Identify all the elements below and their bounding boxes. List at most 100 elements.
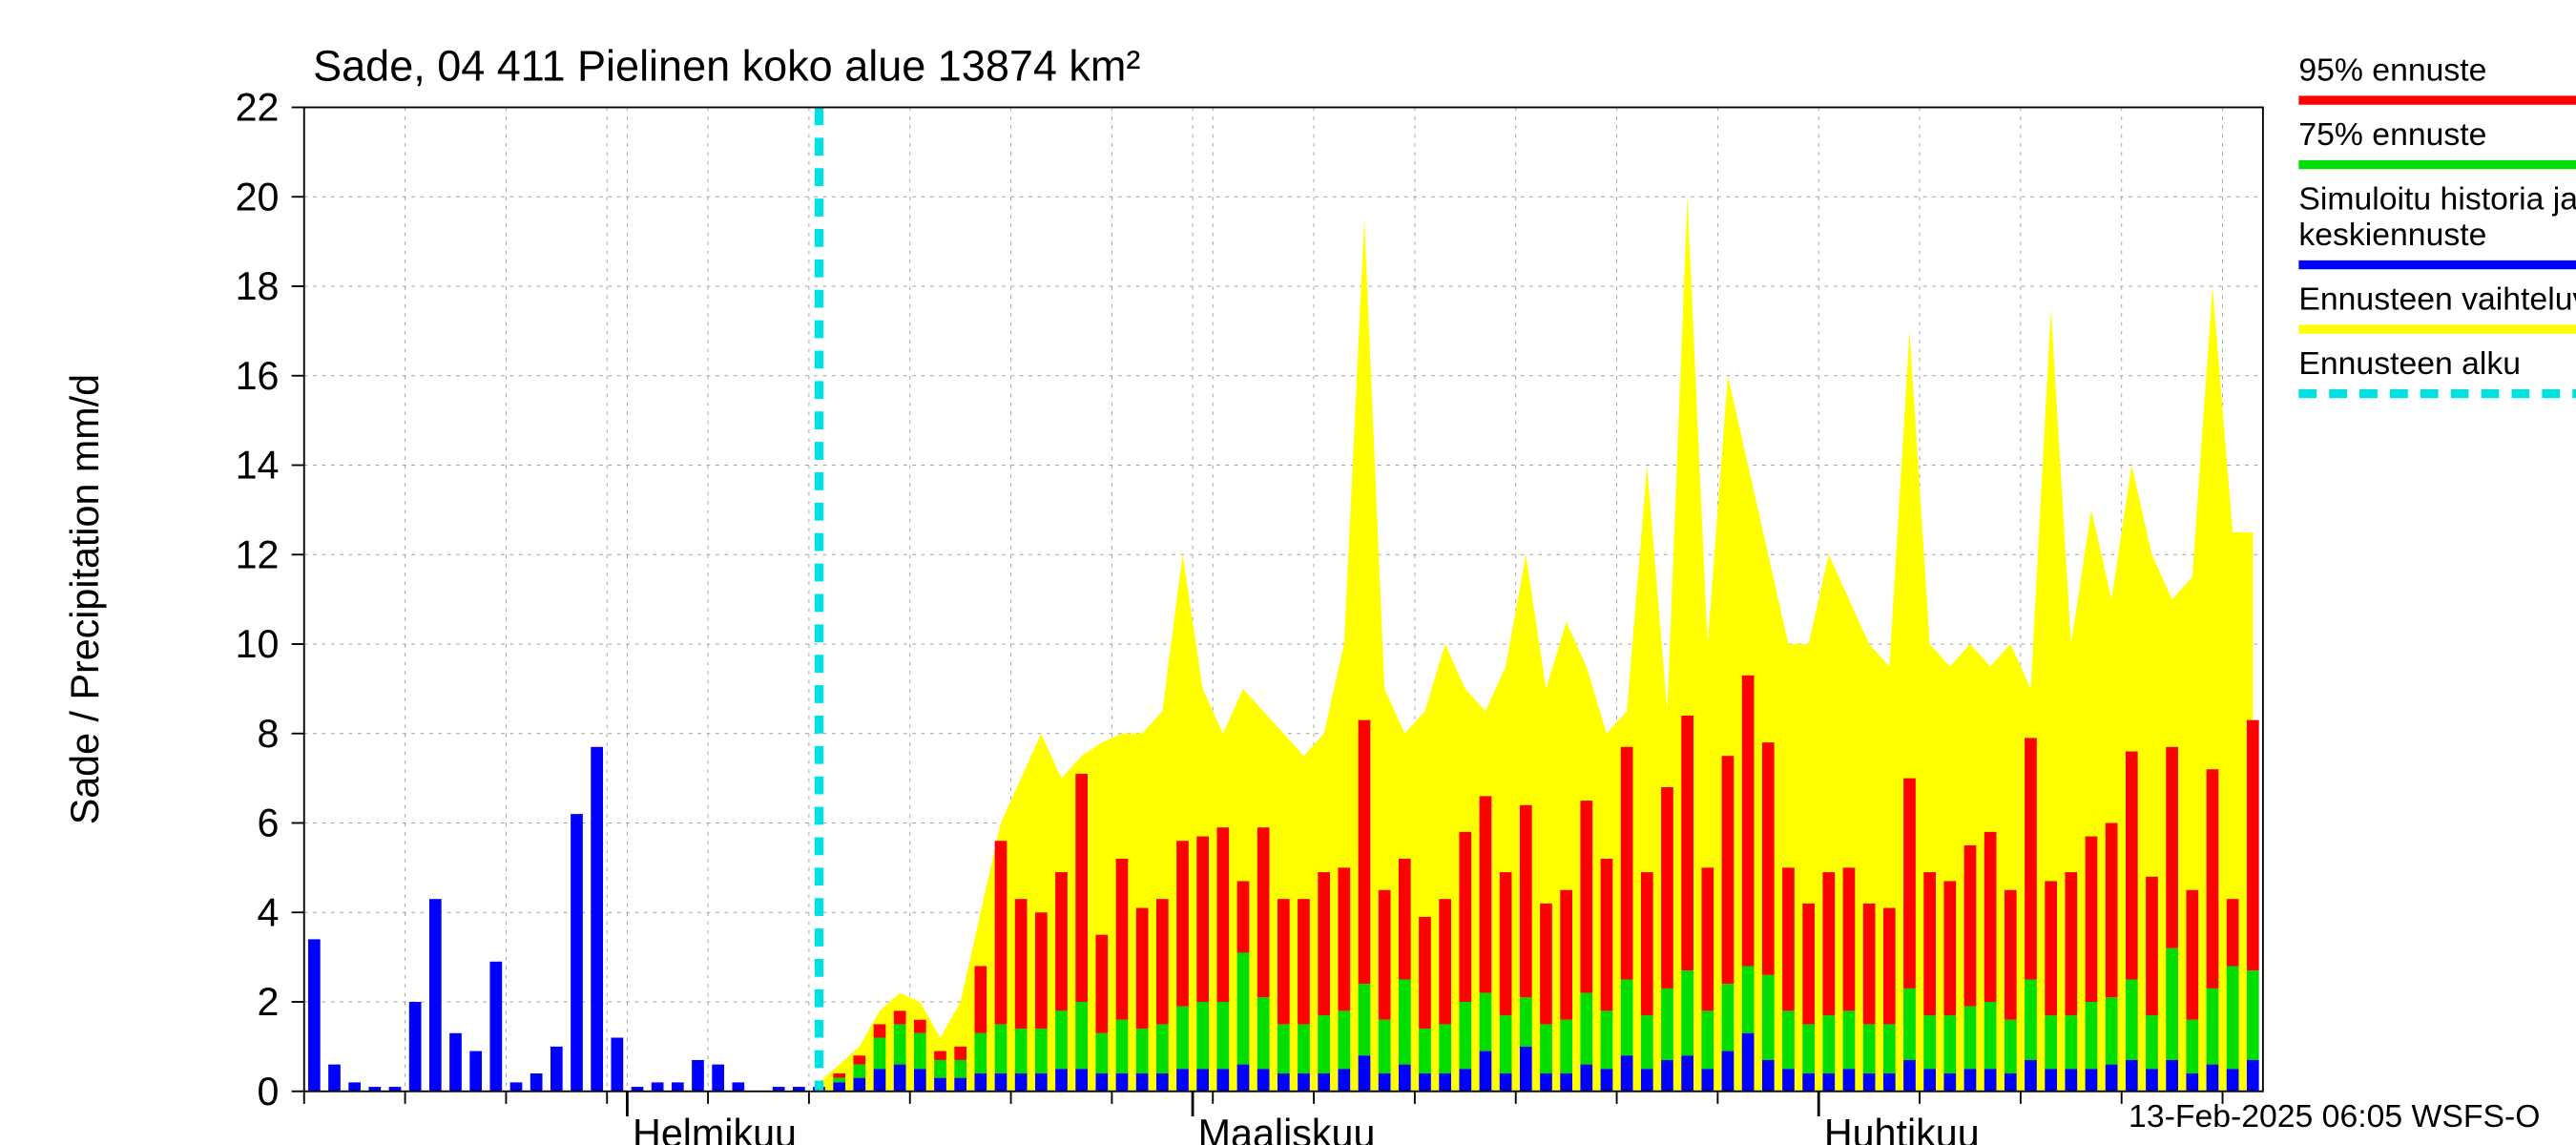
legend-label: Simuloitu historia ja bbox=[2298, 180, 2576, 217]
bar-sim bbox=[894, 1065, 906, 1092]
bar-sim bbox=[833, 1082, 845, 1091]
bar-sim bbox=[2227, 1069, 2239, 1091]
bar-sim bbox=[1843, 1069, 1856, 1091]
bar-p75 bbox=[1802, 1024, 1815, 1073]
x-month-label: Maaliskuu bbox=[1198, 1112, 1376, 1145]
bar-p75 bbox=[1459, 1002, 1471, 1069]
bar-p95 bbox=[1661, 787, 1673, 989]
bar-p75 bbox=[1863, 1024, 1876, 1073]
y-tick-label: 10 bbox=[236, 622, 280, 666]
bar-p95 bbox=[1257, 827, 1270, 997]
bar-sim bbox=[1359, 1055, 1371, 1092]
y-tick-label: 18 bbox=[236, 264, 280, 308]
bar-p95 bbox=[853, 1055, 865, 1064]
bar-p75 bbox=[1318, 1015, 1330, 1073]
bar-sim bbox=[2025, 1060, 2037, 1092]
bar-p95 bbox=[2005, 890, 2017, 1020]
bar-p95 bbox=[1237, 881, 1250, 952]
bar-p75 bbox=[1359, 984, 1371, 1055]
bar-p75 bbox=[1782, 1010, 1795, 1069]
bar-sim bbox=[1560, 1073, 1572, 1092]
bar-p95 bbox=[2025, 738, 2037, 979]
bar-p75 bbox=[2086, 1002, 2098, 1069]
bar-sim bbox=[1136, 1073, 1149, 1092]
bar-p75 bbox=[1722, 984, 1735, 1051]
chart-svg: 0246810121416182022Sade, 04 411 Pielinen… bbox=[0, 0, 2576, 1145]
bar-p75 bbox=[1156, 1024, 1169, 1073]
bar-p95 bbox=[1701, 867, 1714, 1010]
bar-sim bbox=[974, 1073, 987, 1092]
bar-p95 bbox=[934, 1051, 946, 1060]
bar-p75 bbox=[1964, 1007, 1977, 1070]
bar-sim bbox=[530, 1073, 543, 1092]
bar-sim bbox=[1923, 1069, 1936, 1091]
bar-p75 bbox=[1540, 1024, 1552, 1073]
bar-p95 bbox=[1641, 872, 1653, 1015]
bar-p75 bbox=[1216, 1002, 1229, 1069]
bar-p75 bbox=[1075, 1002, 1088, 1069]
bar-p95 bbox=[2106, 823, 2118, 998]
bar-sim bbox=[1116, 1073, 1129, 1092]
bar-p75 bbox=[2166, 948, 2178, 1060]
bar-sim bbox=[328, 1065, 341, 1092]
bar-p95 bbox=[894, 1010, 906, 1024]
bar-p95 bbox=[2065, 872, 2077, 1015]
bar-p95 bbox=[914, 1020, 926, 1033]
bar-p75 bbox=[974, 1033, 987, 1073]
bar-sim bbox=[1621, 1055, 1633, 1092]
bar-p95 bbox=[1762, 742, 1775, 975]
y-axis-label-text: Sade / Precipitation mm/d bbox=[63, 374, 107, 824]
bar-p95 bbox=[1802, 904, 1815, 1025]
bar-p75 bbox=[1500, 1015, 1512, 1073]
bar-p75 bbox=[1822, 1015, 1835, 1073]
bar-p75 bbox=[1480, 993, 1492, 1051]
bar-p95 bbox=[1822, 872, 1835, 1015]
bar-p95 bbox=[1196, 837, 1209, 1002]
bar-sim bbox=[2166, 1060, 2178, 1092]
bar-p75 bbox=[1923, 1015, 1936, 1069]
bar-sim bbox=[1399, 1065, 1411, 1092]
bar-sim bbox=[1580, 1065, 1592, 1092]
bar-sim bbox=[692, 1060, 704, 1092]
bar-sim bbox=[2106, 1065, 2118, 1092]
bar-p75 bbox=[1055, 1010, 1068, 1069]
bar-p95 bbox=[1216, 827, 1229, 1002]
bar-p75 bbox=[1742, 967, 1755, 1033]
bar-p95 bbox=[1560, 890, 1572, 1020]
bar-sim bbox=[1015, 1073, 1028, 1092]
bar-p75 bbox=[1035, 1029, 1048, 1073]
bar-p75 bbox=[1298, 1024, 1310, 1073]
bar-p95 bbox=[1782, 867, 1795, 1010]
bar-sim bbox=[1903, 1060, 1916, 1092]
bar-sim bbox=[1601, 1069, 1613, 1091]
bar-p95 bbox=[1439, 899, 1451, 1024]
bar-sim bbox=[934, 1078, 946, 1092]
bar-p75 bbox=[954, 1060, 966, 1078]
bar-sim bbox=[489, 962, 502, 1092]
bar-p95 bbox=[1480, 796, 1492, 992]
bar-p95 bbox=[1318, 872, 1330, 1015]
bar-p75 bbox=[1136, 1029, 1149, 1073]
bar-p95 bbox=[995, 841, 1008, 1024]
bar-sim bbox=[571, 814, 583, 1092]
bar-p75 bbox=[1278, 1024, 1290, 1073]
bar-p75 bbox=[2005, 1020, 2017, 1073]
bar-p95 bbox=[2186, 890, 2198, 1020]
bar-sim bbox=[1318, 1073, 1330, 1092]
bar-p75 bbox=[1560, 1020, 1572, 1073]
bar-p75 bbox=[1883, 1024, 1896, 1073]
bar-p95 bbox=[1055, 872, 1068, 1010]
bar-p95 bbox=[1520, 805, 1532, 998]
bar-p75 bbox=[2106, 997, 2118, 1064]
bar-sim bbox=[1661, 1060, 1673, 1092]
bar-p95 bbox=[1035, 912, 1048, 1029]
bar-p95 bbox=[1863, 904, 1876, 1025]
bar-sim bbox=[510, 1082, 523, 1091]
bar-sim bbox=[2045, 1069, 2057, 1091]
bar-sim bbox=[2126, 1060, 2138, 1092]
bar-p95 bbox=[1540, 904, 1552, 1025]
bar-p95 bbox=[1601, 859, 1613, 1010]
bar-p75 bbox=[1681, 970, 1693, 1055]
x-month-label: Helmikuu bbox=[633, 1112, 797, 1145]
bar-p95 bbox=[1176, 841, 1189, 1006]
